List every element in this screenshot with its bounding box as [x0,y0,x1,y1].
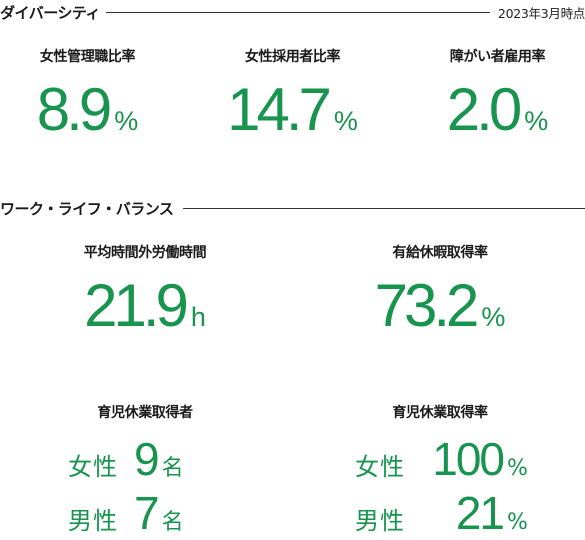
childcare-leave-takers-label: 育児休業取得者 [97,405,193,421]
childcare-leave-rate-label: 育児休業取得率 [392,405,488,421]
childcare-takers-male-row: 男性 7 名 [68,487,184,539]
female-hire-ratio-value: 14.7% [227,76,358,143]
disability-employment-rate-label: 障がい者雇用率 [449,49,546,65]
childcare-takers-female-row: 女性 9 名 [68,433,184,485]
diversity-header: ダイバーシティ 2023年3月時点 [0,2,585,23]
as-of-date: 2023年3月時点 [497,6,585,21]
diversity-title: ダイバーシティ [0,4,101,22]
overtime-hours-value: 21.9 h [84,272,206,339]
overtime-hours-label: 平均時間外労働時間 [83,245,207,261]
female-manager-ratio-label: 女性管理職比率 [39,49,136,65]
work-life-header: ワーク・ライフ・バランス [0,198,585,219]
childcare-rate-female-row: 女性 100 % [355,433,528,485]
paid-leave-rate-value: 73.2% [374,272,506,339]
work-life-title: ワーク・ライフ・バランス [0,200,174,218]
female-hire-ratio-label: 女性採用者比率 [244,49,341,65]
paid-leave-rate-label: 有給休暇取得率 [392,245,488,261]
childcare-rate-male-row: 男性 21 % [355,487,528,539]
disability-employment-rate-value: 2.0% [446,76,549,143]
work-life-divider [183,208,585,209]
diversity-divider [106,12,490,13]
female-manager-ratio-value: 8.9% [36,76,139,143]
